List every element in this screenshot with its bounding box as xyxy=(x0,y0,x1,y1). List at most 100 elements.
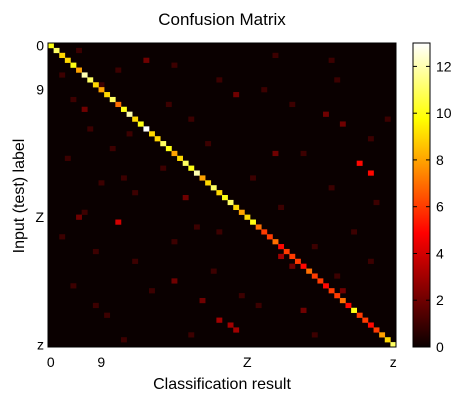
matrix-cell xyxy=(87,126,94,132)
y-axis-label: Input (test) label xyxy=(11,139,28,254)
matrix-cell xyxy=(182,195,189,201)
matrix-cell xyxy=(92,302,99,309)
matrix-diagonal-cell xyxy=(255,224,262,230)
matrix-cell xyxy=(323,111,329,117)
matrix-diagonal-cell xyxy=(199,175,206,181)
matrix-diagonal-cell xyxy=(216,190,223,196)
matrix-cell xyxy=(334,77,341,83)
matrix-diagonal-cell xyxy=(132,116,139,122)
matrix-cell xyxy=(160,165,167,171)
matrix-diagonal-cell xyxy=(120,106,127,112)
matrix-diagonal-cell xyxy=(160,141,167,147)
matrix-cell xyxy=(238,293,245,299)
matrix-cell xyxy=(81,209,88,215)
matrix-cell xyxy=(255,302,262,309)
matrix-diagonal-cell xyxy=(283,248,290,255)
matrix-diagonal-cell xyxy=(294,258,301,264)
matrix-diagonal-cell xyxy=(289,253,296,260)
matrix-cell xyxy=(59,234,66,240)
matrix-diagonal-cell xyxy=(171,150,178,157)
matrix-cell xyxy=(59,72,66,78)
matrix-diagonal-cell xyxy=(278,244,285,250)
colorbar-tick-label: 4 xyxy=(436,246,444,262)
matrix-diagonal-cell xyxy=(379,332,386,338)
colorbar-tick-label: 0 xyxy=(436,339,444,355)
matrix-cell xyxy=(70,283,77,289)
matrix-diagonal-cell xyxy=(104,92,111,98)
y-tick-label: 9 xyxy=(36,82,44,98)
matrix-diagonal-cell xyxy=(210,185,217,191)
matrix-cell xyxy=(233,92,240,98)
matrix-cell xyxy=(367,170,374,176)
matrix-diagonal-cell xyxy=(115,101,122,108)
matrix-cell xyxy=(205,141,212,147)
matrix-diagonal-cell xyxy=(390,342,397,348)
matrix-diagonal-cell xyxy=(92,82,99,88)
matrix-cell xyxy=(193,224,200,230)
matrix-cell xyxy=(216,77,223,83)
colorbar-ticks: 0 2 4 6 8 10 12 xyxy=(413,58,452,355)
colorbar-tick-label: 8 xyxy=(436,152,444,168)
matrix-cell xyxy=(165,101,172,108)
matrix-cell xyxy=(384,116,391,122)
matrix-diagonal-cell xyxy=(306,268,313,274)
matrix-cell xyxy=(373,199,380,206)
matrix-diagonal-cell xyxy=(64,57,71,63)
matrix-diagonal-cell xyxy=(362,317,369,323)
matrix-cell xyxy=(81,106,88,112)
matrix-cell xyxy=(76,47,82,54)
matrix-diagonal-cell xyxy=(384,337,391,343)
matrix-cell xyxy=(272,150,279,157)
matrix-diagonal-cell xyxy=(109,96,116,103)
colorbar-tick-label: 10 xyxy=(436,105,452,121)
matrix-diagonal-cell xyxy=(272,239,279,245)
x-tick-label: z xyxy=(390,354,397,370)
matrix-cell xyxy=(367,136,374,142)
y-axis-ticks: 0 9 Zz xyxy=(35,38,44,353)
matrix-cell xyxy=(233,327,240,333)
matrix-diagonal-cell xyxy=(193,170,200,176)
matrix-diagonal-cell xyxy=(222,195,228,201)
matrix-diagonal-cell xyxy=(98,87,105,93)
matrix-cell xyxy=(120,175,127,181)
y-tick-label: 0 xyxy=(36,38,44,54)
colorbar-tick-label: 2 xyxy=(436,292,444,308)
matrix-cell xyxy=(278,204,285,211)
matrix-cell xyxy=(311,332,318,338)
matrix-cell xyxy=(300,150,307,157)
matrix-diagonal-cell xyxy=(205,180,212,186)
matrix-cell xyxy=(227,322,234,328)
heatmap-matrix xyxy=(48,43,397,348)
matrix-diagonal-cell xyxy=(244,214,251,220)
matrix-cell xyxy=(171,278,178,284)
matrix-diagonal-cell xyxy=(345,302,352,309)
x-tick-label: 9 xyxy=(97,354,105,370)
matrix-diagonal-cell xyxy=(87,77,94,83)
matrix-cell xyxy=(109,145,116,152)
x-tick-label: 0 xyxy=(47,354,55,370)
matrix-cell xyxy=(149,288,155,294)
matrix-cell xyxy=(98,180,105,186)
matrix-diagonal-cell xyxy=(76,67,82,73)
chart-title: Confusion Matrix xyxy=(158,10,286,29)
matrix-cell xyxy=(188,116,195,122)
matrix-diagonal-cell xyxy=(143,126,150,132)
matrix-cell xyxy=(289,101,296,108)
y-tick-label: z xyxy=(37,337,44,353)
matrix-cell xyxy=(334,273,341,279)
matrix-diagonal-cell xyxy=(149,131,155,137)
matrix-cell xyxy=(120,337,127,343)
matrix-diagonal-cell xyxy=(356,312,363,318)
matrix-diagonal-cell xyxy=(126,111,133,117)
matrix-cell xyxy=(132,258,139,264)
plot-frame xyxy=(47,42,397,348)
matrix-diagonal-cell xyxy=(250,219,256,225)
colorbar-tick-label: 12 xyxy=(436,58,452,74)
matrix-cell xyxy=(289,263,296,269)
matrix-cell xyxy=(328,185,335,191)
matrix-diagonal-cell xyxy=(373,327,380,333)
matrix-cell xyxy=(272,52,279,59)
x-tick-label: Z xyxy=(243,354,252,370)
matrix-diagonal-cell xyxy=(238,209,245,215)
